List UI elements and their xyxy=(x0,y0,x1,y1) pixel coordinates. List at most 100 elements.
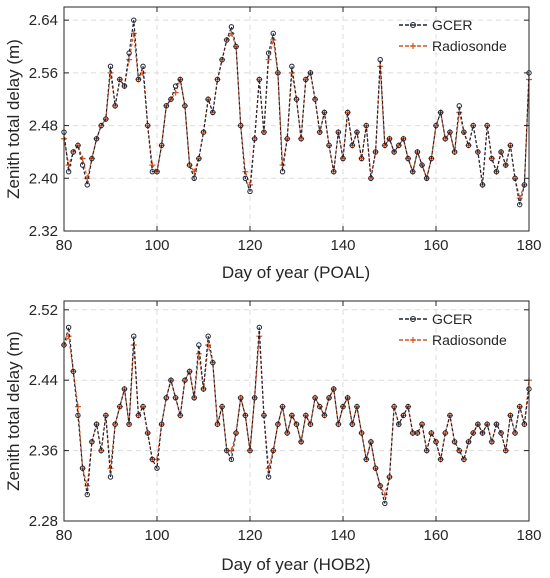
data-point-gcer xyxy=(112,421,118,427)
data-point-gcer xyxy=(186,162,193,168)
y-tick-label: 2.52 xyxy=(29,302,58,319)
data-point-gcer xyxy=(442,430,448,436)
data-point-gcer xyxy=(512,430,518,436)
data-point-gcer xyxy=(419,421,425,427)
y-axis-label: Zenith total delay (m) xyxy=(4,39,23,199)
data-point-gcer xyxy=(461,456,467,463)
legend: GCER Radiosonde xyxy=(399,311,507,348)
plot-frame xyxy=(63,300,530,522)
data-point-gcer xyxy=(117,403,123,410)
data-point-gcer xyxy=(484,421,490,427)
data-point-gcer xyxy=(424,447,430,454)
data-point-gcer xyxy=(224,37,230,43)
data-point-gcer xyxy=(521,421,528,427)
legend-marker-radiosonde xyxy=(410,337,416,343)
data-point-gcer xyxy=(503,447,509,454)
x-tick-label: 100 xyxy=(144,237,169,254)
data-point-gcer xyxy=(261,129,267,135)
data-point-gcer xyxy=(163,103,170,109)
data-point-gcer xyxy=(405,403,411,410)
legend-marker-gcer xyxy=(410,22,416,28)
data-point-gcer xyxy=(228,24,235,30)
data-point-gcer xyxy=(358,430,365,436)
data-point-gcer xyxy=(358,155,365,162)
data-point-gcer xyxy=(75,142,81,149)
data-point-gcer xyxy=(177,412,183,419)
data-point-gcer xyxy=(312,395,318,401)
data-point-gcer xyxy=(335,129,342,135)
data-point-gcer xyxy=(158,142,165,149)
data-point-gcer xyxy=(419,162,425,168)
data-point-gcer xyxy=(428,430,435,436)
data-point-gcer xyxy=(382,142,388,149)
data-point-gcer xyxy=(317,403,323,410)
data-point-gcer xyxy=(479,430,486,436)
data-point-gcer xyxy=(107,474,114,480)
data-point-gcer xyxy=(196,342,202,348)
data-point-gcer xyxy=(447,412,453,419)
data-point-gcer xyxy=(251,395,258,401)
data-point-gcer xyxy=(372,465,379,471)
data-point-gcer xyxy=(344,395,351,401)
data-point-gcer xyxy=(331,386,337,392)
data-point-gcer xyxy=(79,465,86,471)
x-tick-label: 140 xyxy=(330,527,355,544)
data-point-gcer xyxy=(284,136,290,142)
data-point-gcer xyxy=(98,447,104,454)
data-point-gcer xyxy=(154,169,160,175)
data-point-gcer xyxy=(400,136,407,142)
x-tick-label: 160 xyxy=(423,527,448,544)
data-point-gcer xyxy=(140,403,146,410)
data-point-gcer xyxy=(154,465,160,471)
data-point-gcer xyxy=(186,368,193,375)
data-point-gcer xyxy=(414,430,421,436)
y-tick-label: 2.44 xyxy=(29,372,58,389)
data-point-gcer xyxy=(224,447,230,454)
data-point-gcer xyxy=(121,83,128,89)
data-point-gcer xyxy=(289,63,295,69)
data-point-gcer xyxy=(475,149,481,155)
data-point-gcer xyxy=(191,395,197,401)
data-point-gcer xyxy=(470,430,476,436)
data-point-gcer xyxy=(475,421,481,427)
data-point-gcer xyxy=(489,439,495,445)
data-point-gcer xyxy=(256,76,262,83)
data-point-gcer xyxy=(354,403,360,410)
legend-label-gcer: GCER xyxy=(432,17,472,33)
data-point-gcer xyxy=(354,129,360,135)
data-point-gcer xyxy=(242,412,249,419)
chart-poal: 80 100 120 140 160 180 2.32 2.40 2.48 2.56 2.64 D… xyxy=(4,6,542,282)
data-point-gcer xyxy=(414,149,421,155)
data-point-gcer xyxy=(437,456,444,463)
data-point-gcer xyxy=(247,447,253,454)
y-ticks: 2.32 2.40 2.48 2.56 2.64 xyxy=(29,12,529,240)
data-point-radiosonde xyxy=(516,195,523,202)
data-point-gcer xyxy=(265,474,272,480)
data-point-radiosonde xyxy=(205,342,212,348)
y-tick-label: 2.56 xyxy=(29,65,58,82)
data-point-gcer xyxy=(172,83,179,89)
data-point-gcer xyxy=(293,421,300,427)
data-point-gcer xyxy=(191,175,197,181)
data-point-gcer xyxy=(89,155,95,162)
y-tick-label: 2.64 xyxy=(29,12,58,29)
data-point-gcer xyxy=(396,142,402,149)
data-point-gcer xyxy=(84,491,90,498)
data-point-gcer xyxy=(391,403,397,410)
data-point-gcer xyxy=(177,76,183,83)
y-axis-label: Zenith total delay (m) xyxy=(4,331,23,491)
data-point-gcer xyxy=(233,43,239,50)
data-point-gcer xyxy=(126,421,132,427)
x-axis-label: Day of year (POAL) xyxy=(222,263,370,282)
data-point-gcer xyxy=(89,439,95,445)
data-point-gcer xyxy=(344,109,351,116)
x-axis-label: Day of year (HOB2) xyxy=(221,555,370,574)
data-point-gcer xyxy=(265,50,272,56)
data-point-gcer xyxy=(298,136,304,142)
data-point-gcer xyxy=(456,103,462,109)
data-point-gcer xyxy=(172,395,179,401)
data-point-gcer xyxy=(261,412,267,419)
x-tick-label: 160 xyxy=(423,237,448,254)
plot-frame xyxy=(63,6,530,232)
data-point-gcer xyxy=(382,500,388,507)
